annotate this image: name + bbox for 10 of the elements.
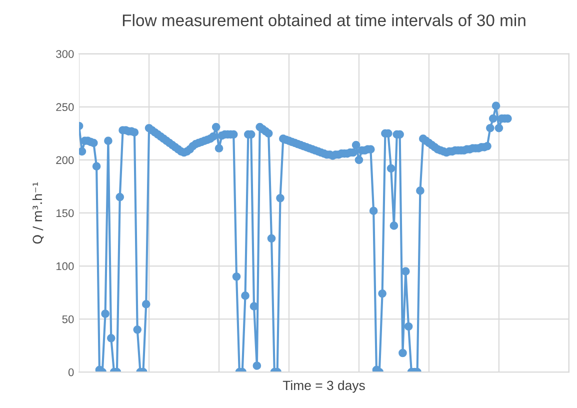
y-axis-title: Q / m³.h⁻¹ — [32, 182, 44, 244]
chart-title: Flow measurement obtained at time intervals of 30 min — [122, 14, 526, 26]
y-tick-label: 100 — [56, 262, 74, 270]
y-tick-label: 150 — [56, 209, 74, 218]
y-tick-label: 200 — [56, 156, 74, 164]
y-tick-label: 300 — [56, 50, 74, 58]
y-tick-label: 250 — [56, 103, 74, 112]
x-axis-title: Time = 3 days — [282, 380, 365, 393]
y-tick-label: 50 — [62, 315, 74, 324]
y-tick-label: 0 — [68, 368, 74, 376]
